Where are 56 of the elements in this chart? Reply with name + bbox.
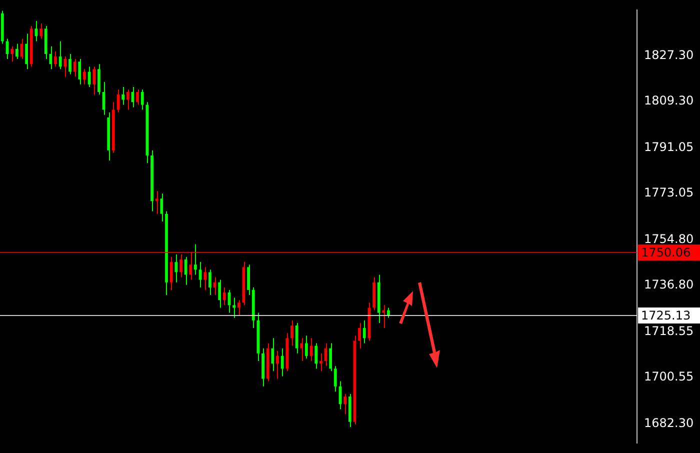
y-tick-label: 1682.30 — [644, 416, 694, 430]
candlestick — [136, 88, 139, 106]
candlestick — [15, 43, 18, 60]
candlestick — [247, 264, 250, 296]
y-tick-label: 1809.30 — [644, 94, 694, 108]
ref-line-label: 1725.13 — [641, 308, 691, 323]
y-tick-label: 1791.05 — [644, 140, 694, 154]
candlestick — [222, 286, 226, 306]
y-tick-label: 1718.55 — [644, 324, 694, 338]
y-tick-label: 1773.05 — [644, 186, 694, 200]
candlestick — [122, 86, 125, 106]
candlestick — [304, 335, 308, 359]
candlestick — [276, 350, 279, 380]
candlestick — [155, 190, 158, 214]
candlestick — [362, 320, 366, 344]
ref-line-label: 1750.06 — [641, 246, 691, 260]
candlestick — [160, 193, 164, 222]
candlestick — [382, 304, 386, 329]
y-tick-label: 1700.55 — [644, 370, 694, 384]
candlestick — [300, 338, 304, 362]
candlestick — [174, 254, 178, 283]
candlestick — [40, 23, 42, 40]
y-tick-label: 1736.80 — [644, 278, 694, 292]
candlestick — [54, 50, 57, 68]
candlestick — [358, 322, 361, 349]
candlestick — [314, 342, 318, 370]
candlestick — [290, 320, 294, 346]
candlestick — [232, 297, 236, 318]
candlestick — [334, 366, 337, 392]
candlestick — [68, 53, 72, 75]
candlestick — [10, 46, 14, 62]
candlestick — [204, 266, 207, 290]
candlestick — [83, 68, 86, 85]
candlestick — [64, 56, 67, 78]
candlestick — [344, 394, 346, 415]
candlestick — [218, 279, 222, 308]
candlestick — [208, 269, 212, 296]
candlestick — [271, 338, 274, 372]
candlestick — [34, 20, 38, 42]
y-tick-label: 1827.30 — [644, 48, 694, 62]
candlestick — [126, 88, 130, 110]
candlestick — [140, 88, 144, 110]
candlestick — [194, 244, 197, 276]
candlestick — [58, 40, 62, 70]
candlestick — [387, 307, 390, 318]
candlestick — [170, 256, 173, 290]
y-tick-label: 1754.80 — [644, 232, 694, 246]
candlestick — [92, 66, 96, 96]
candlestick — [280, 348, 284, 377]
candlestick — [49, 46, 52, 70]
candlestick — [319, 352, 322, 372]
candlestick — [329, 342, 332, 372]
candlestick — [97, 64, 100, 96]
candlestick — [25, 33, 28, 70]
candlestick — [237, 300, 240, 316]
candlestick — [78, 58, 82, 85]
